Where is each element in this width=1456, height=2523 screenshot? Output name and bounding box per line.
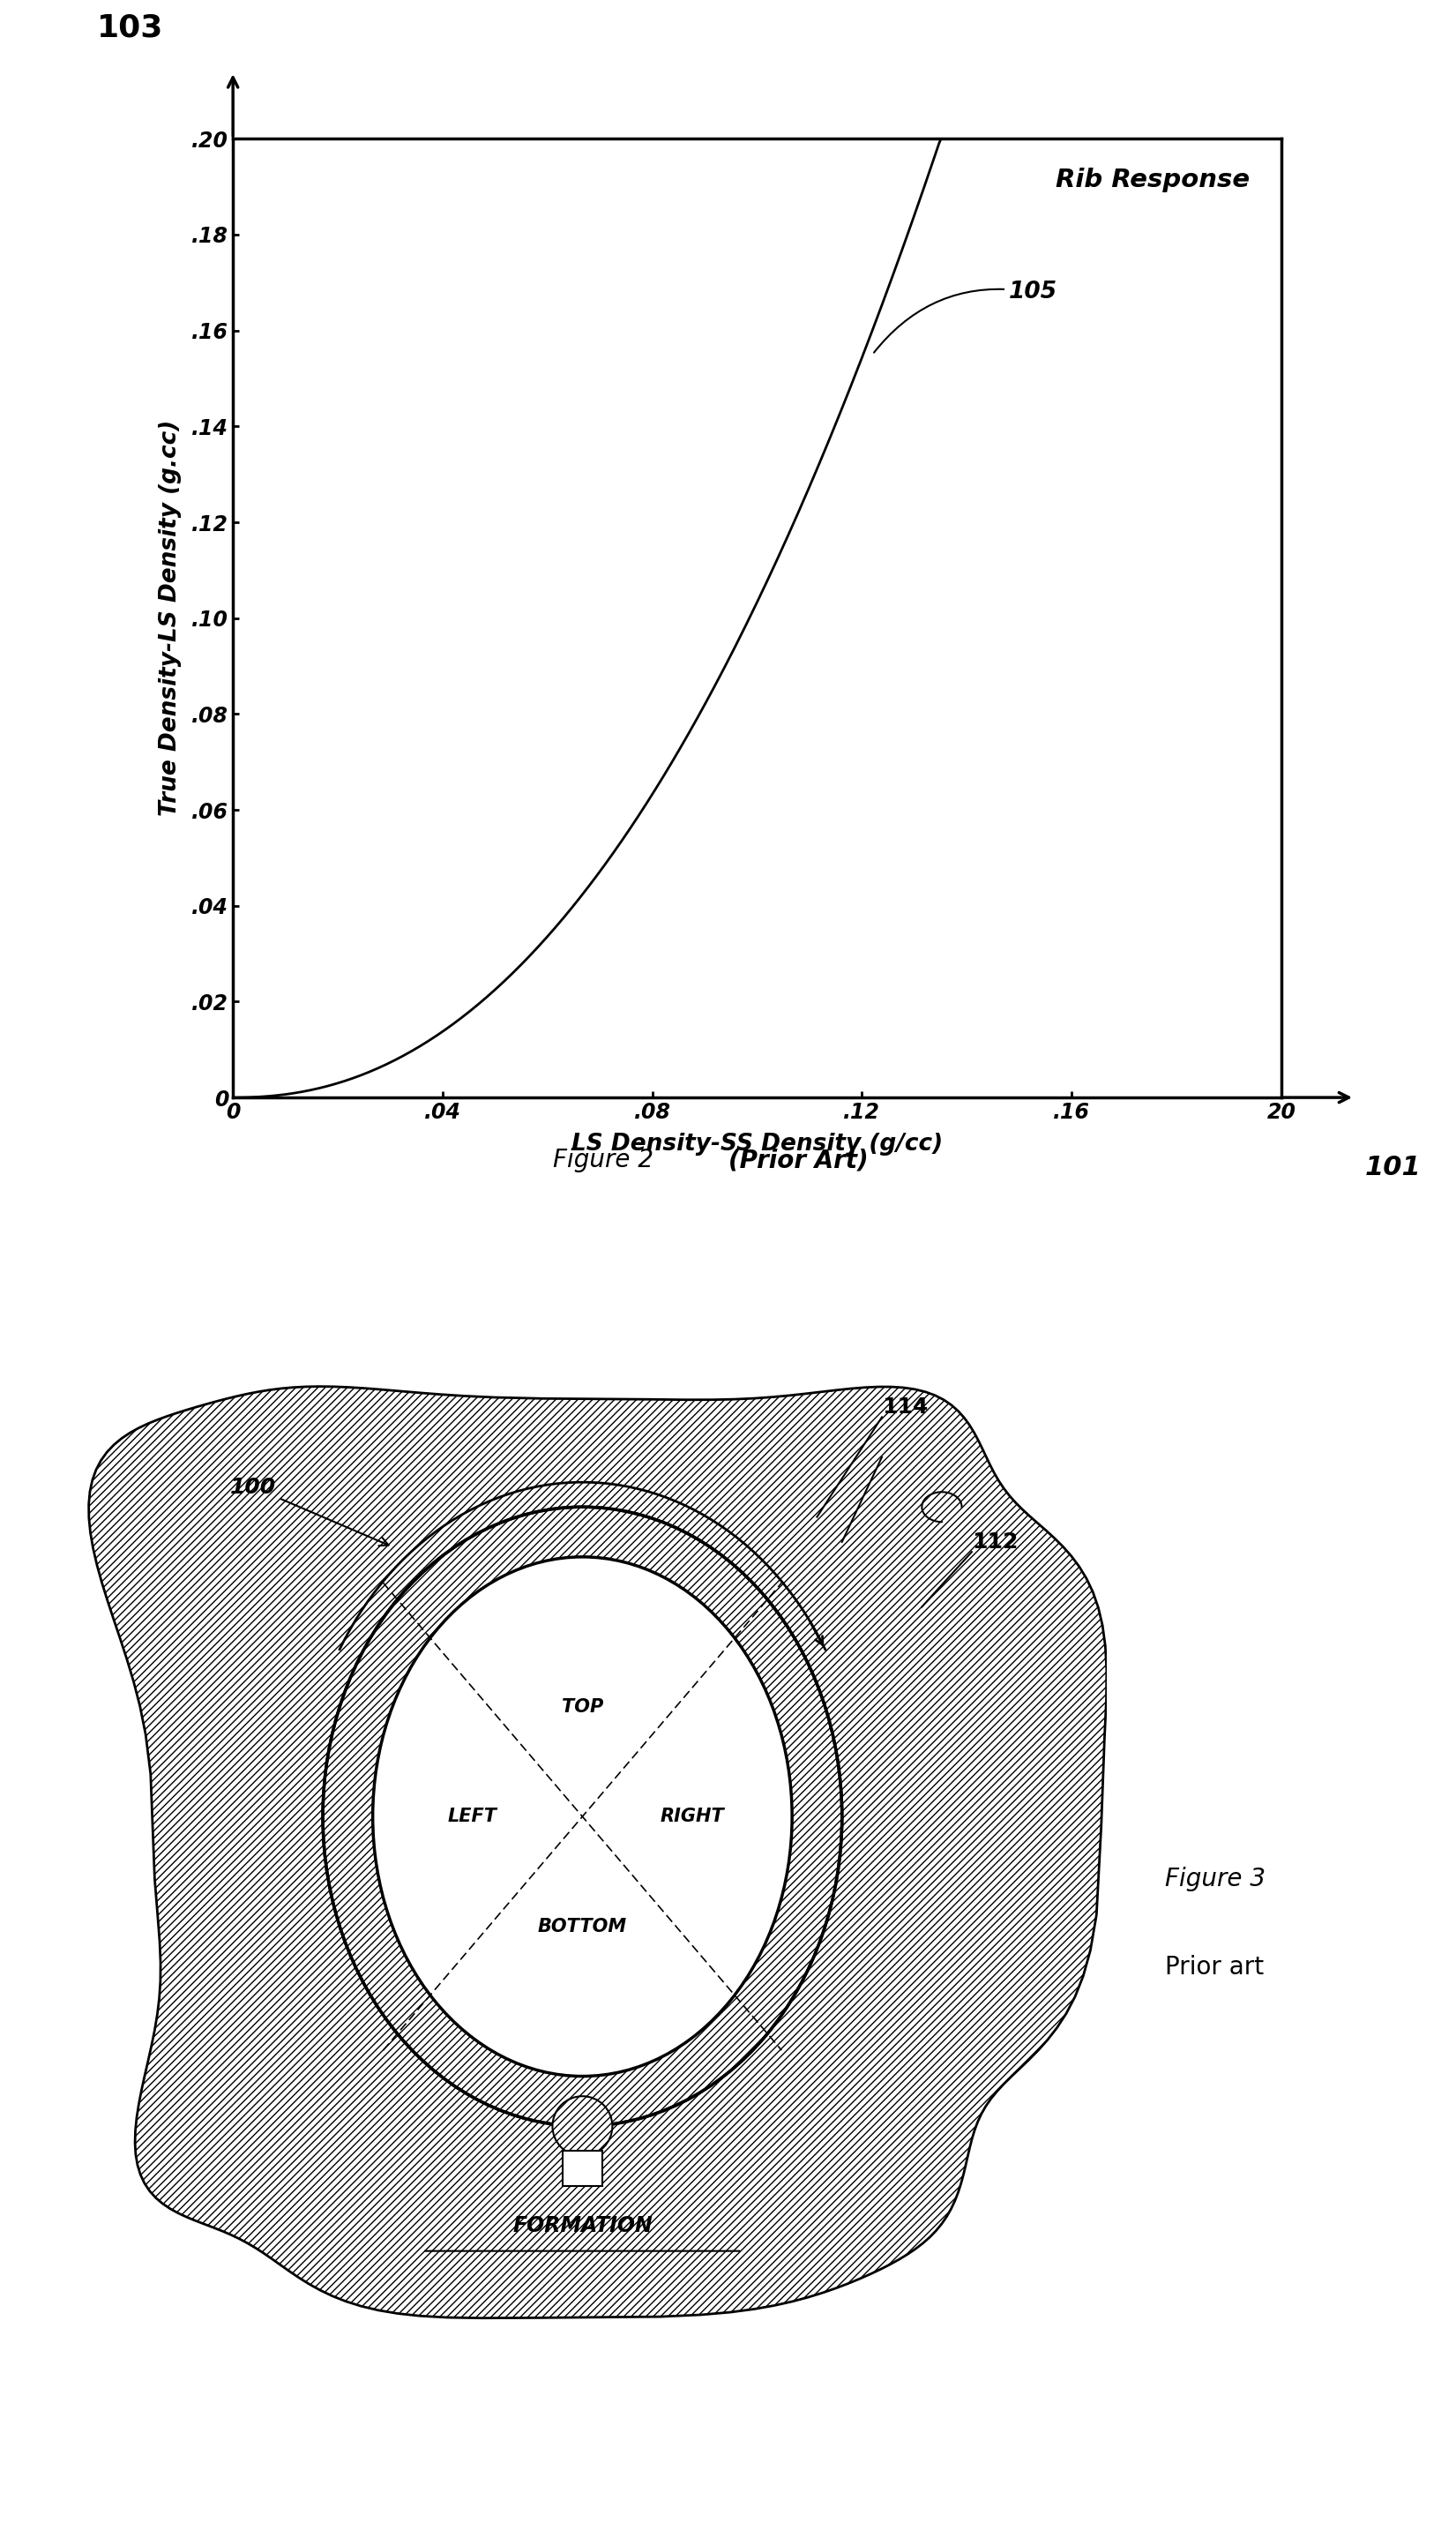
Text: 114: 114 — [882, 1398, 927, 1418]
Text: LEFT: LEFT — [448, 1809, 498, 1824]
Text: 100: 100 — [230, 1476, 389, 1547]
Text: 101: 101 — [1366, 1156, 1421, 1181]
Ellipse shape — [373, 1557, 792, 2076]
Text: Rib Response: Rib Response — [1056, 167, 1249, 192]
Circle shape — [552, 2097, 613, 2157]
Text: RIGHT: RIGHT — [660, 1809, 724, 1824]
Text: (Prior Art): (Prior Art) — [728, 1148, 868, 1173]
Text: Figure 2: Figure 2 — [553, 1148, 654, 1173]
Y-axis label: True Density-LS Density (g.cc): True Density-LS Density (g.cc) — [159, 419, 182, 817]
Text: FORMATION: FORMATION — [513, 2215, 652, 2235]
Text: 103: 103 — [96, 13, 163, 43]
Bar — [562, 2152, 603, 2185]
Ellipse shape — [323, 1506, 842, 2127]
Text: 105: 105 — [874, 280, 1057, 353]
Text: Prior art: Prior art — [1165, 1955, 1264, 1981]
Text: TOP: TOP — [562, 1698, 603, 1716]
X-axis label: LS Density-SS Density (g/cc): LS Density-SS Density (g/cc) — [571, 1133, 943, 1156]
Text: Figure 3: Figure 3 — [1165, 1867, 1265, 1892]
Text: BOTTOM: BOTTOM — [537, 1917, 628, 1935]
Polygon shape — [89, 1388, 1107, 2319]
Text: 112: 112 — [971, 1531, 1018, 1552]
